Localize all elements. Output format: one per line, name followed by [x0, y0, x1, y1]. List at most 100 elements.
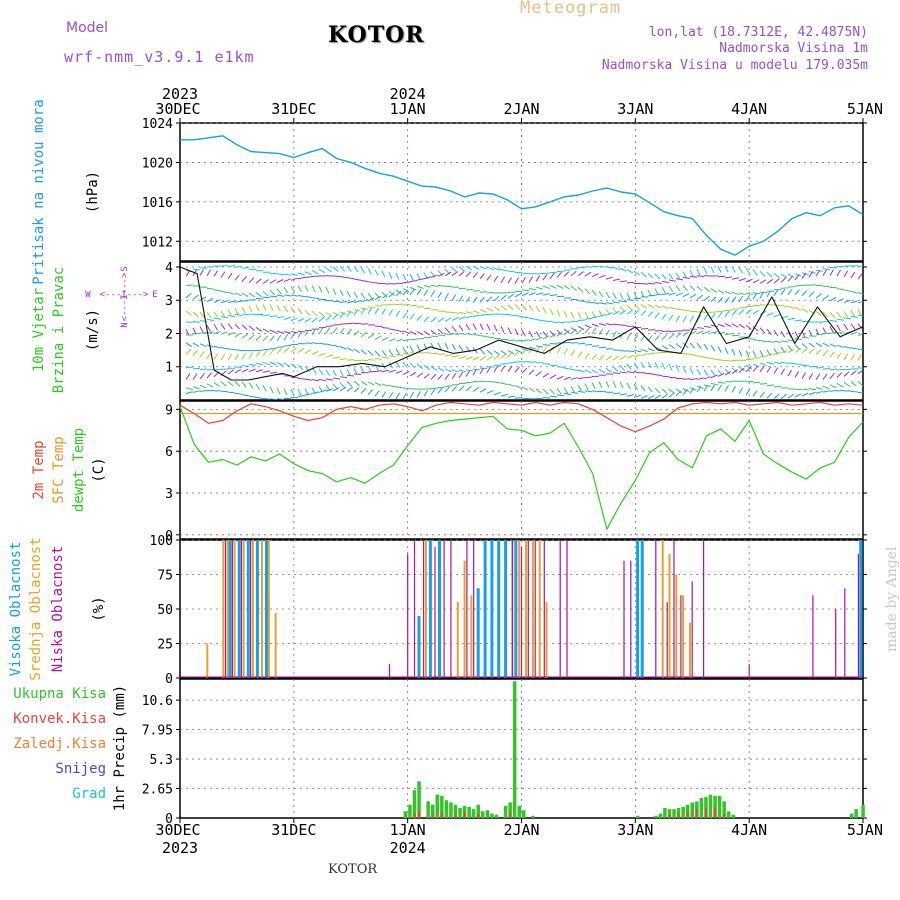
wind-arrow — [479, 296, 485, 303]
conv-precip-bar — [704, 808, 707, 818]
wind-arrow — [451, 271, 458, 277]
wind-arrow — [339, 345, 347, 350]
wind-arrow — [458, 385, 465, 392]
wind-arrow — [724, 276, 733, 279]
wind-arrow — [409, 345, 414, 353]
top-day-label: 1JAN — [390, 100, 426, 118]
wind-arrow — [500, 294, 507, 301]
wind-arrow — [724, 323, 732, 328]
wind-arrow — [409, 391, 414, 399]
wind-arrow — [199, 343, 207, 348]
wind-arrow — [647, 311, 653, 318]
wind-arrow — [759, 327, 766, 334]
wind-arrow — [605, 292, 611, 299]
wind-arrow — [500, 325, 505, 333]
wind-arrow — [521, 386, 529, 391]
low-cloud-bar — [473, 540, 475, 678]
wind-arrow — [451, 326, 457, 333]
wind-arrow — [276, 361, 284, 367]
wind-arrow — [598, 265, 606, 268]
wind-arrow — [710, 374, 718, 379]
wind-arrow — [619, 300, 628, 303]
wind-arrow — [535, 371, 542, 377]
wind-arrow — [451, 372, 457, 380]
wind-arrow — [542, 388, 549, 395]
wind-arrow — [500, 393, 508, 397]
wind-arrow — [598, 381, 603, 389]
wind-arrow — [710, 313, 716, 320]
wind-arrow — [514, 277, 519, 284]
wind-arrow — [689, 367, 694, 375]
wind-arrow — [248, 334, 255, 340]
bottom-day-label: 4JAN — [731, 821, 767, 839]
wind-arrow — [556, 347, 561, 354]
wind-arrow — [185, 391, 193, 395]
wind-arrow — [276, 273, 285, 276]
wind-arrow — [766, 361, 774, 365]
wind-arrow — [619, 381, 624, 389]
wind-arrow — [619, 306, 626, 313]
wind-arrow — [584, 324, 592, 329]
wind-arrow — [192, 350, 199, 356]
wind-arrow — [584, 343, 593, 346]
wind-arrow — [444, 368, 452, 373]
wind-arrow — [689, 342, 696, 349]
wind-arrow — [332, 369, 337, 377]
wind-arrow — [808, 387, 816, 391]
wind-arrow — [836, 311, 842, 319]
wind-arrow — [472, 265, 480, 270]
wind-arrow — [199, 312, 206, 318]
wind-arrow — [738, 292, 746, 296]
wind-arrow — [710, 288, 718, 293]
y-tick-label: 4 — [165, 261, 173, 276]
wind-arrow — [234, 353, 239, 361]
wind-arrow — [409, 304, 418, 307]
wind-arrow — [647, 282, 656, 285]
wind-arrow — [843, 346, 851, 349]
wind-arrow — [626, 363, 632, 370]
wind-arrow — [353, 348, 361, 354]
wind-arrow — [752, 357, 761, 359]
wind-arrow — [493, 295, 500, 302]
wind-arrow — [486, 366, 491, 374]
wind-arrow — [297, 317, 305, 322]
wind-arrow — [192, 390, 200, 393]
wind-arrow — [542, 272, 551, 275]
wind-arrow — [353, 291, 359, 299]
wind-arrow — [514, 361, 523, 363]
wind-arrow — [836, 344, 844, 348]
wind-arrow — [570, 377, 578, 380]
wind-arrow — [472, 314, 480, 318]
wind-arrow — [563, 387, 569, 394]
wind-arrow — [605, 323, 613, 326]
wind-arrow — [388, 290, 395, 297]
wind-arrow — [353, 330, 360, 336]
wind-arrow — [605, 276, 613, 280]
total-precip-bar — [444, 800, 449, 818]
wind-arrow — [276, 330, 284, 334]
wind-arrow — [717, 331, 725, 335]
wind-arrow — [612, 292, 617, 300]
wind-arrow — [388, 292, 395, 298]
wind-arrow — [416, 306, 425, 308]
wind-arrow — [794, 388, 803, 391]
wind-arrow — [794, 274, 800, 281]
wind-arrow — [290, 294, 298, 297]
wind-arrow — [325, 315, 332, 321]
y-tick-label: 7.95 — [142, 724, 173, 739]
compass-ns: N<---I--->S — [120, 266, 130, 327]
wind-arrow — [381, 383, 389, 387]
wind-arrow — [584, 390, 593, 393]
wind-arrow — [199, 368, 208, 371]
wind-arrow — [353, 380, 360, 386]
wind-arrow — [710, 296, 717, 303]
wind-arrow — [395, 392, 401, 399]
wind-arrow — [269, 386, 274, 394]
low-cloud-bar — [534, 540, 536, 678]
wind-arrow — [787, 275, 793, 282]
wind-arrow — [507, 327, 512, 335]
wind-arrow — [731, 348, 736, 356]
wind-arrow — [451, 267, 458, 273]
wind-arrow — [661, 362, 666, 370]
low-cloud-bar — [857, 553, 859, 678]
